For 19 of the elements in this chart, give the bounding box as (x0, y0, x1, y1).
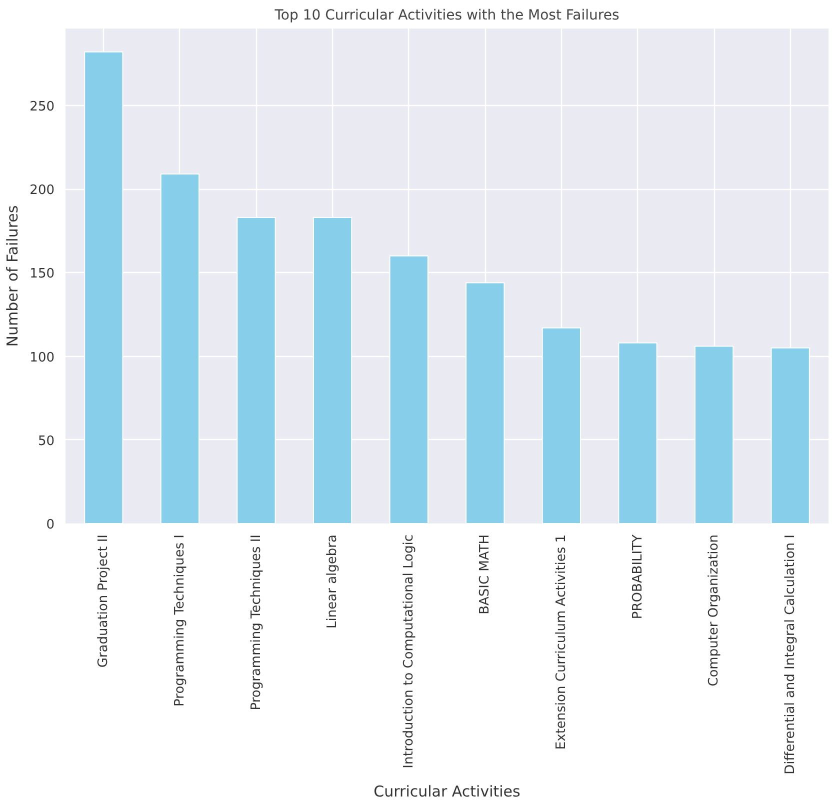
x-tick-label: Introduction to Computational Logic (401, 534, 416, 768)
x-tick-label: Computer Organization (706, 534, 722, 686)
x-tick-label: Extension Curriculum Activities 1 (554, 534, 569, 750)
x-axis-title: Curricular Activities (374, 782, 521, 800)
y-tick-label: 150 (30, 266, 55, 282)
y-tick-label: 0 (46, 518, 55, 532)
y-tick-label: 200 (30, 183, 55, 198)
y-tick-label: 250 (30, 99, 55, 114)
x-tick-label: Graduation Project II (96, 534, 112, 668)
x-tick-label: Linear algebra (325, 534, 340, 628)
x-tick-label: Programming Techniques I (172, 534, 188, 706)
x-tick-label: BASIC MATH (478, 534, 493, 614)
x-tick-label: Programming Techniques II (248, 534, 264, 710)
y-tick-label: 50 (38, 434, 55, 449)
x-tick-label: PROBABILITY (630, 534, 646, 620)
y-axis-title: Number of Failures (4, 205, 22, 347)
y-tick-label: 100 (30, 350, 55, 366)
chart-title: Top 10 Curricular Activities with the Most Failures (274, 8, 620, 24)
x-tick-label: Differential and Integral Calculation I (782, 534, 798, 774)
